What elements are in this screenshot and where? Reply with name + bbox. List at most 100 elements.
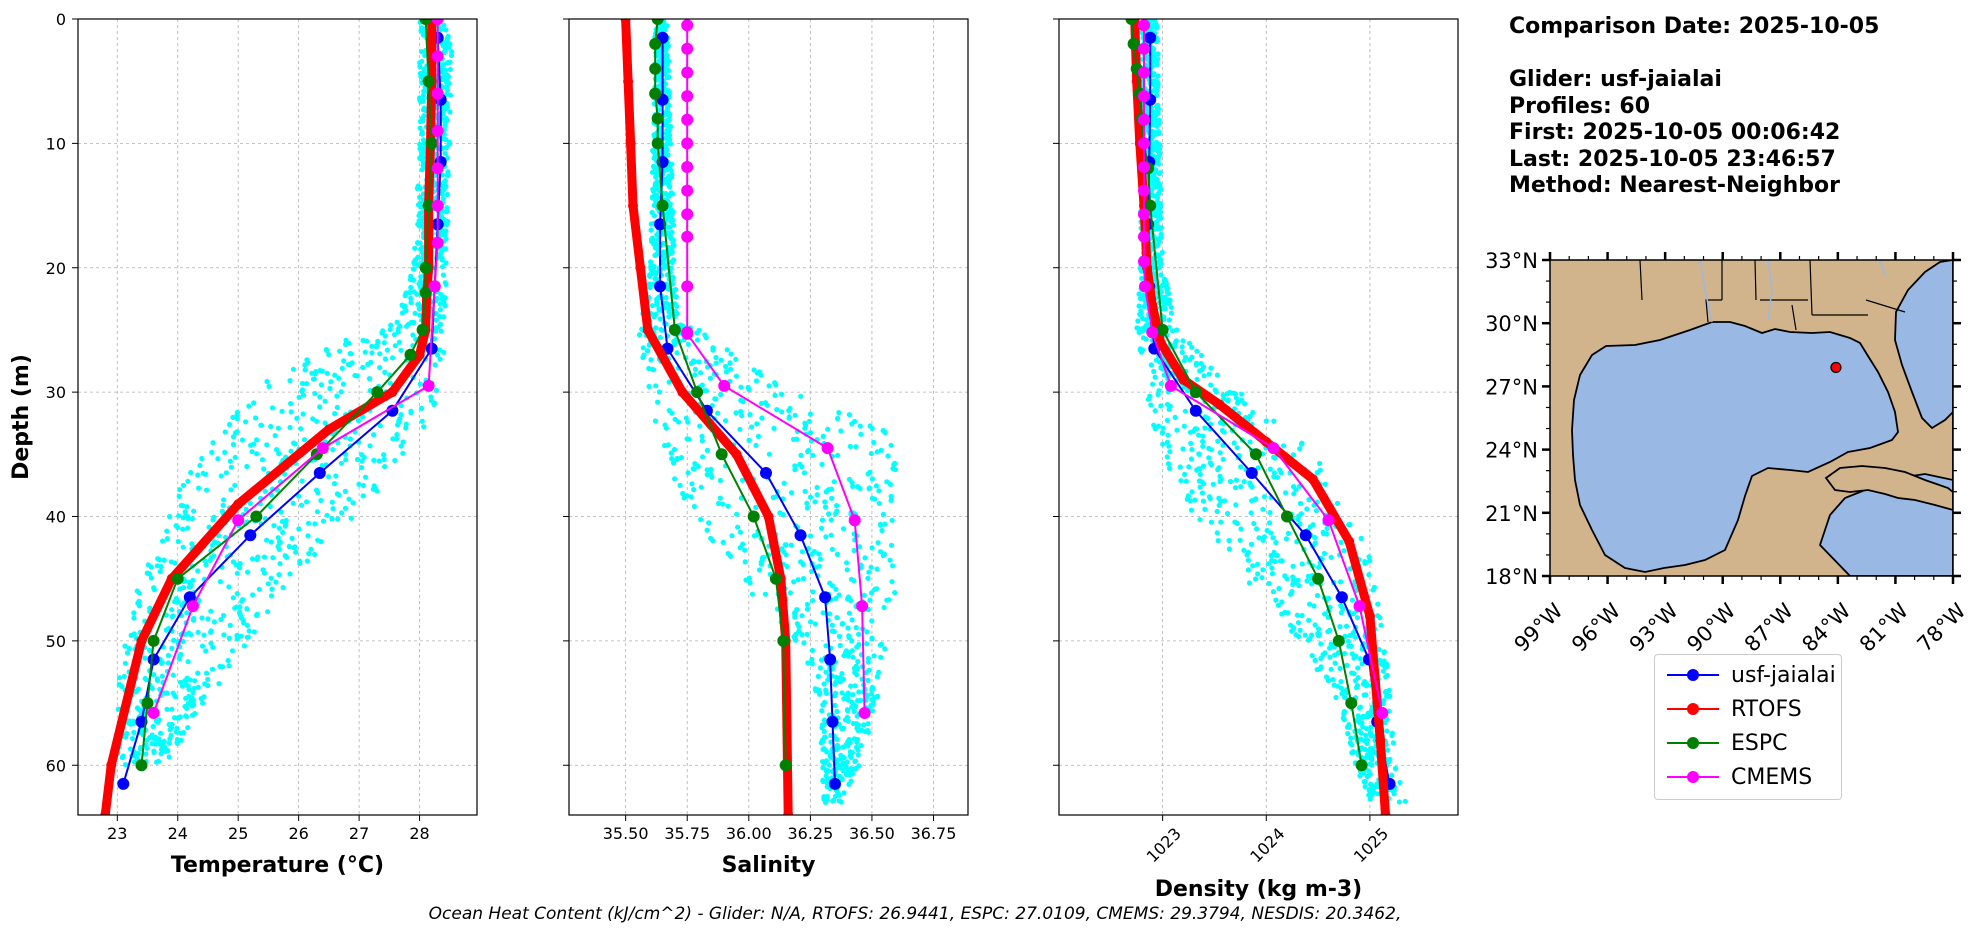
glider-scatter-point xyxy=(389,355,396,361)
glider-scatter-point xyxy=(169,706,175,712)
glider-scatter-point xyxy=(417,223,423,229)
glider-scatter-point xyxy=(749,591,756,597)
glider-scatter-point xyxy=(834,708,840,715)
glider-scatter-point xyxy=(192,710,198,717)
legend-label: RTOFS xyxy=(1731,696,1802,722)
glider-scatter-point xyxy=(288,448,294,454)
info-panel: Comparison Date: 2025-10-05 Glider: usf-… xyxy=(1509,14,1879,200)
glider-scatter-point xyxy=(276,525,282,531)
glider-scatter-point xyxy=(1226,546,1232,552)
glider-scatter-point xyxy=(671,338,677,344)
series-marker-cmems xyxy=(1138,90,1150,103)
glider-scatter-point xyxy=(334,404,340,410)
glider-scatter-point xyxy=(1364,726,1370,732)
glider-scatter-point xyxy=(779,391,785,397)
series-marker-cmems xyxy=(1164,379,1177,392)
glider-scatter-point xyxy=(640,354,646,361)
glider-scatter-point xyxy=(739,477,746,483)
glider-scatter-point xyxy=(305,520,312,526)
glider-scatter-point xyxy=(887,557,893,563)
glider-scatter-point xyxy=(668,124,674,130)
glider-scatter-point xyxy=(664,179,670,185)
glider-scatter-point xyxy=(1347,632,1353,639)
glider-scatter-point xyxy=(1189,489,1195,495)
glider-scatter-point xyxy=(417,63,423,70)
glider-scatter-point xyxy=(261,554,268,560)
glider-scatter-point xyxy=(751,367,757,373)
glider-scatter-point xyxy=(1149,144,1155,150)
series-marker-rtofs xyxy=(623,76,634,87)
glider-scatter-point xyxy=(1356,705,1363,711)
glider-scatter-point xyxy=(1299,440,1305,446)
series-marker-cmems xyxy=(1138,137,1150,150)
glider-scatter-point xyxy=(201,694,207,700)
glider-scatter-point xyxy=(1140,292,1146,298)
glider-scatter-point xyxy=(186,630,192,636)
glider-scatter-point xyxy=(433,328,439,334)
series-marker-espc xyxy=(777,634,790,647)
glider-scatter-point xyxy=(177,487,183,493)
glider-scatter-point xyxy=(1214,530,1220,536)
glider-scatter-point xyxy=(175,538,181,545)
x-tick-label: 23 xyxy=(107,824,127,843)
glider-scatter-point xyxy=(233,562,239,568)
glider-scatter-point xyxy=(665,140,671,146)
glider-scatter-point xyxy=(845,625,851,631)
series-marker-cmems xyxy=(1138,42,1150,55)
glider-scatter-point xyxy=(692,461,698,467)
series-line-rtofs xyxy=(100,19,437,815)
glider-scatter-point xyxy=(745,384,751,390)
glider-scatter-point xyxy=(394,319,400,325)
series-marker-cmems xyxy=(681,184,694,197)
glider-scatter-point xyxy=(415,301,421,307)
glider-scatter-point xyxy=(178,730,184,736)
glider-scatter-point xyxy=(1299,612,1305,619)
glider-scatter-point xyxy=(1206,455,1212,461)
glider-scatter-point xyxy=(1153,221,1159,227)
glider-scatter-point xyxy=(1314,470,1320,476)
x-tick-label: 1024 xyxy=(1246,824,1288,866)
glider-scatter-point xyxy=(1248,510,1254,516)
glider-scatter-point xyxy=(1368,712,1374,719)
glider-scatter-point xyxy=(713,354,719,361)
glider-scatter-point xyxy=(717,477,724,484)
glider-scatter-point xyxy=(419,418,425,424)
glider-scatter-point xyxy=(1279,599,1285,605)
glider-scatter-point xyxy=(411,261,418,267)
glider-scatter-point xyxy=(158,564,164,570)
glider-scatter-point xyxy=(359,465,365,471)
glider-scatter-point xyxy=(861,722,867,728)
glider-scatter-point xyxy=(827,580,833,586)
glider-scatter-point xyxy=(650,237,656,244)
glider-scatter-point xyxy=(798,393,804,399)
glider-scatter-point xyxy=(1349,597,1355,603)
glider-scatter-point xyxy=(820,759,826,765)
glider-scatter-point xyxy=(400,450,406,456)
glider-scatter-point xyxy=(447,109,453,115)
glider-scatter-point xyxy=(802,488,808,494)
glider-scatter-point xyxy=(672,476,678,482)
glider-scatter-point xyxy=(888,497,894,503)
glider-scatter-point xyxy=(173,729,179,735)
glider-scatter-point xyxy=(1152,374,1158,380)
glider-scatter-point xyxy=(294,415,300,421)
series-marker-espc xyxy=(1345,697,1358,710)
series-marker-rtofs xyxy=(323,424,334,435)
glider-scatter-point xyxy=(322,398,328,404)
glider-scatter-point xyxy=(1194,376,1200,382)
glider-scatter-point xyxy=(241,643,247,649)
glider-scatter-point xyxy=(1378,622,1384,628)
y-tick-label: 40 xyxy=(46,508,66,527)
map-lat-label: 18°N xyxy=(1485,565,1538,589)
glider-scatter-point xyxy=(646,383,652,390)
glider-scatter-point xyxy=(674,311,680,317)
last-time: Last: 2025-10-05 23:46:57 xyxy=(1509,146,1836,172)
glider-scatter-point xyxy=(119,683,125,690)
glider-scatter-point xyxy=(1256,535,1262,541)
glider-scatter-point xyxy=(824,780,830,786)
glider-scatter-point xyxy=(180,544,186,550)
glider-scatter-point xyxy=(870,686,876,692)
glider-scatter-point xyxy=(783,542,789,548)
x-tick-label: 26 xyxy=(288,824,308,843)
glider-scatter-point xyxy=(766,383,772,389)
